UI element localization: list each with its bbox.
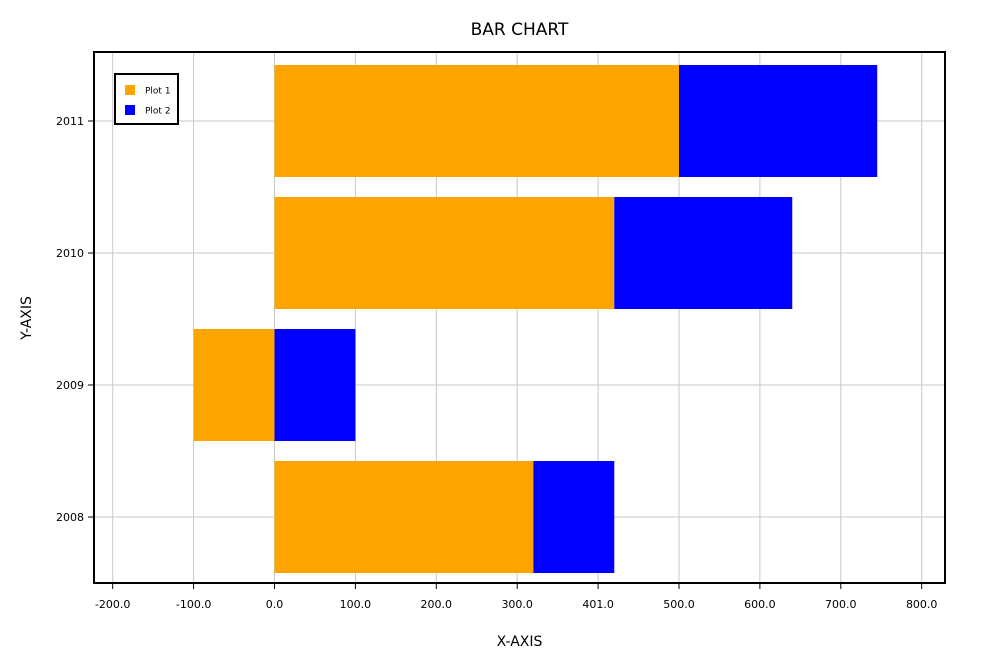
x-tick-label: 600.0 [744,598,776,611]
bar-plot-2-2009 [274,329,356,441]
bar-plot-1-2008 [274,461,534,573]
x-tick-label: 800.0 [906,598,938,611]
legend-label-plot-2: Plot 2 [145,107,171,117]
bar-plot-1-2010 [274,197,615,309]
x-tick-label: -200.0 [95,598,130,611]
chart-title: BAR CHART [471,20,569,40]
x-tick-label: 700.0 [825,598,857,611]
bar-plot-1-2009 [193,329,275,441]
y-tick-label: 2008 [56,511,84,524]
legend-label-plot-1: Plot 1 [145,87,171,97]
y-tick-label: 2011 [56,115,84,128]
bar-plot-2-2011 [679,65,878,177]
legend-box [114,73,179,125]
bar-plot-1-2011 [274,65,679,177]
y-axis-label: Y-AXIS [19,296,35,341]
x-tick-label: -100.0 [176,598,211,611]
y-tick-label: 2010 [56,247,84,260]
legend-swatch-plot-1 [125,85,135,95]
x-tick-label: 500.0 [663,598,695,611]
bar-plot-2-2010 [614,197,793,309]
x-tick-label: 200.0 [421,598,453,611]
x-tick-label: 401.0 [582,598,614,611]
bars [193,65,878,573]
plot-frame [93,51,946,584]
x-axis-ticks: -200.0 -100.0 0.0 100.0 200.0 300.0 401.0 500.0… [95,583,937,611]
legend-swatch-plot-2 [125,105,135,115]
x-tick-label: 100.0 [340,598,372,611]
legend: Plot 1 Plot 2 [114,73,179,125]
bar-plot-2-2008 [533,461,615,573]
x-tick-label: 0.0 [266,598,284,611]
x-axis-label: X-AXIS [497,634,543,650]
y-axis-ticks: 2008 2009 2010 2011 [56,115,94,524]
x-tick-label: 300.0 [501,598,533,611]
y-tick-label: 2009 [56,379,84,392]
